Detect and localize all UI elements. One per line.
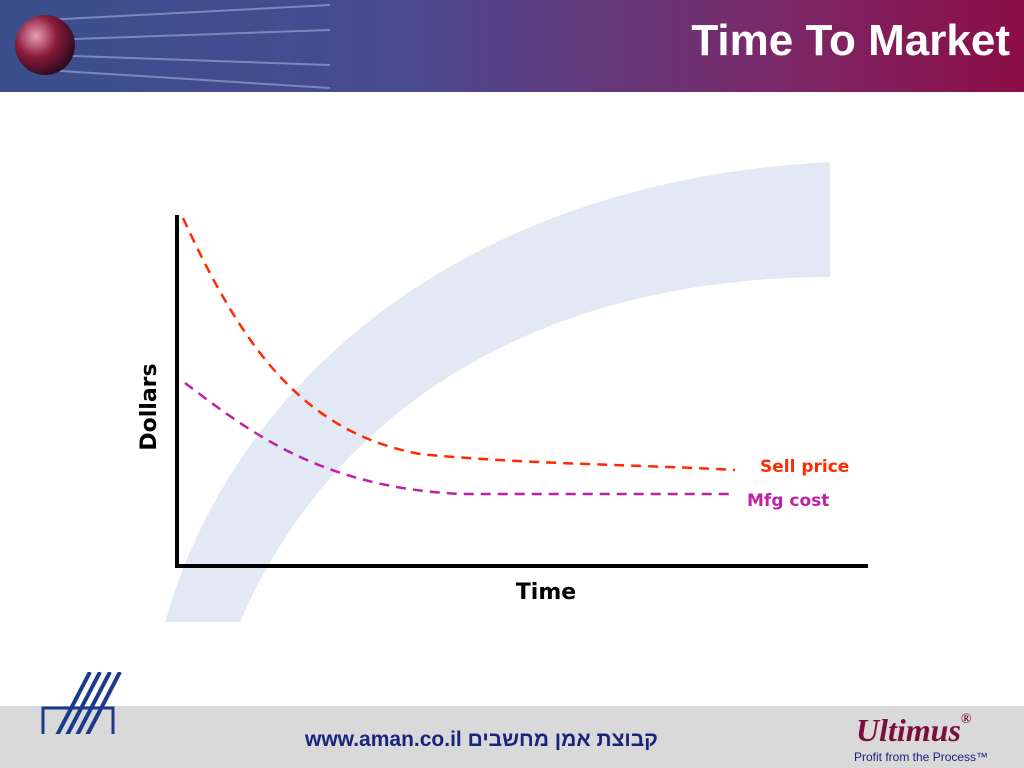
header-graphic — [15, 4, 331, 89]
brand-name: Ultimus — [856, 712, 961, 748]
brand: Ultimus® — [856, 712, 971, 749]
curve-label: Mfg cost — [747, 491, 829, 511]
y-axis-label: Dollars — [137, 363, 162, 450]
logo — [41, 672, 122, 734]
brand-mark: ® — [960, 712, 972, 727]
background-swoosh — [165, 162, 830, 622]
footer-url: www.aman.co.il — [305, 728, 462, 751]
mfg-cost-curve — [184, 382, 730, 496]
tagline: Profit from the Process™ — [854, 750, 989, 764]
curve-label: Sell price — [760, 457, 849, 477]
x-axis-label: Time — [516, 580, 576, 605]
header-bar: Time To Market — [0, 0, 1024, 92]
diagram: Dollars Time Sell price Mfg cost — [137, 162, 868, 622]
footer-text: www.aman.co.il קבוצת אמן מחשבים — [305, 728, 658, 752]
footer-bar: www.aman.co.il קבוצת אמן מחשבים Ultimus®… — [0, 672, 1024, 768]
slide-title: Time To Market — [691, 16, 1010, 65]
footer-company: קבוצת אמן מחשבים — [467, 728, 658, 751]
sell-price-curve — [181, 217, 736, 472]
